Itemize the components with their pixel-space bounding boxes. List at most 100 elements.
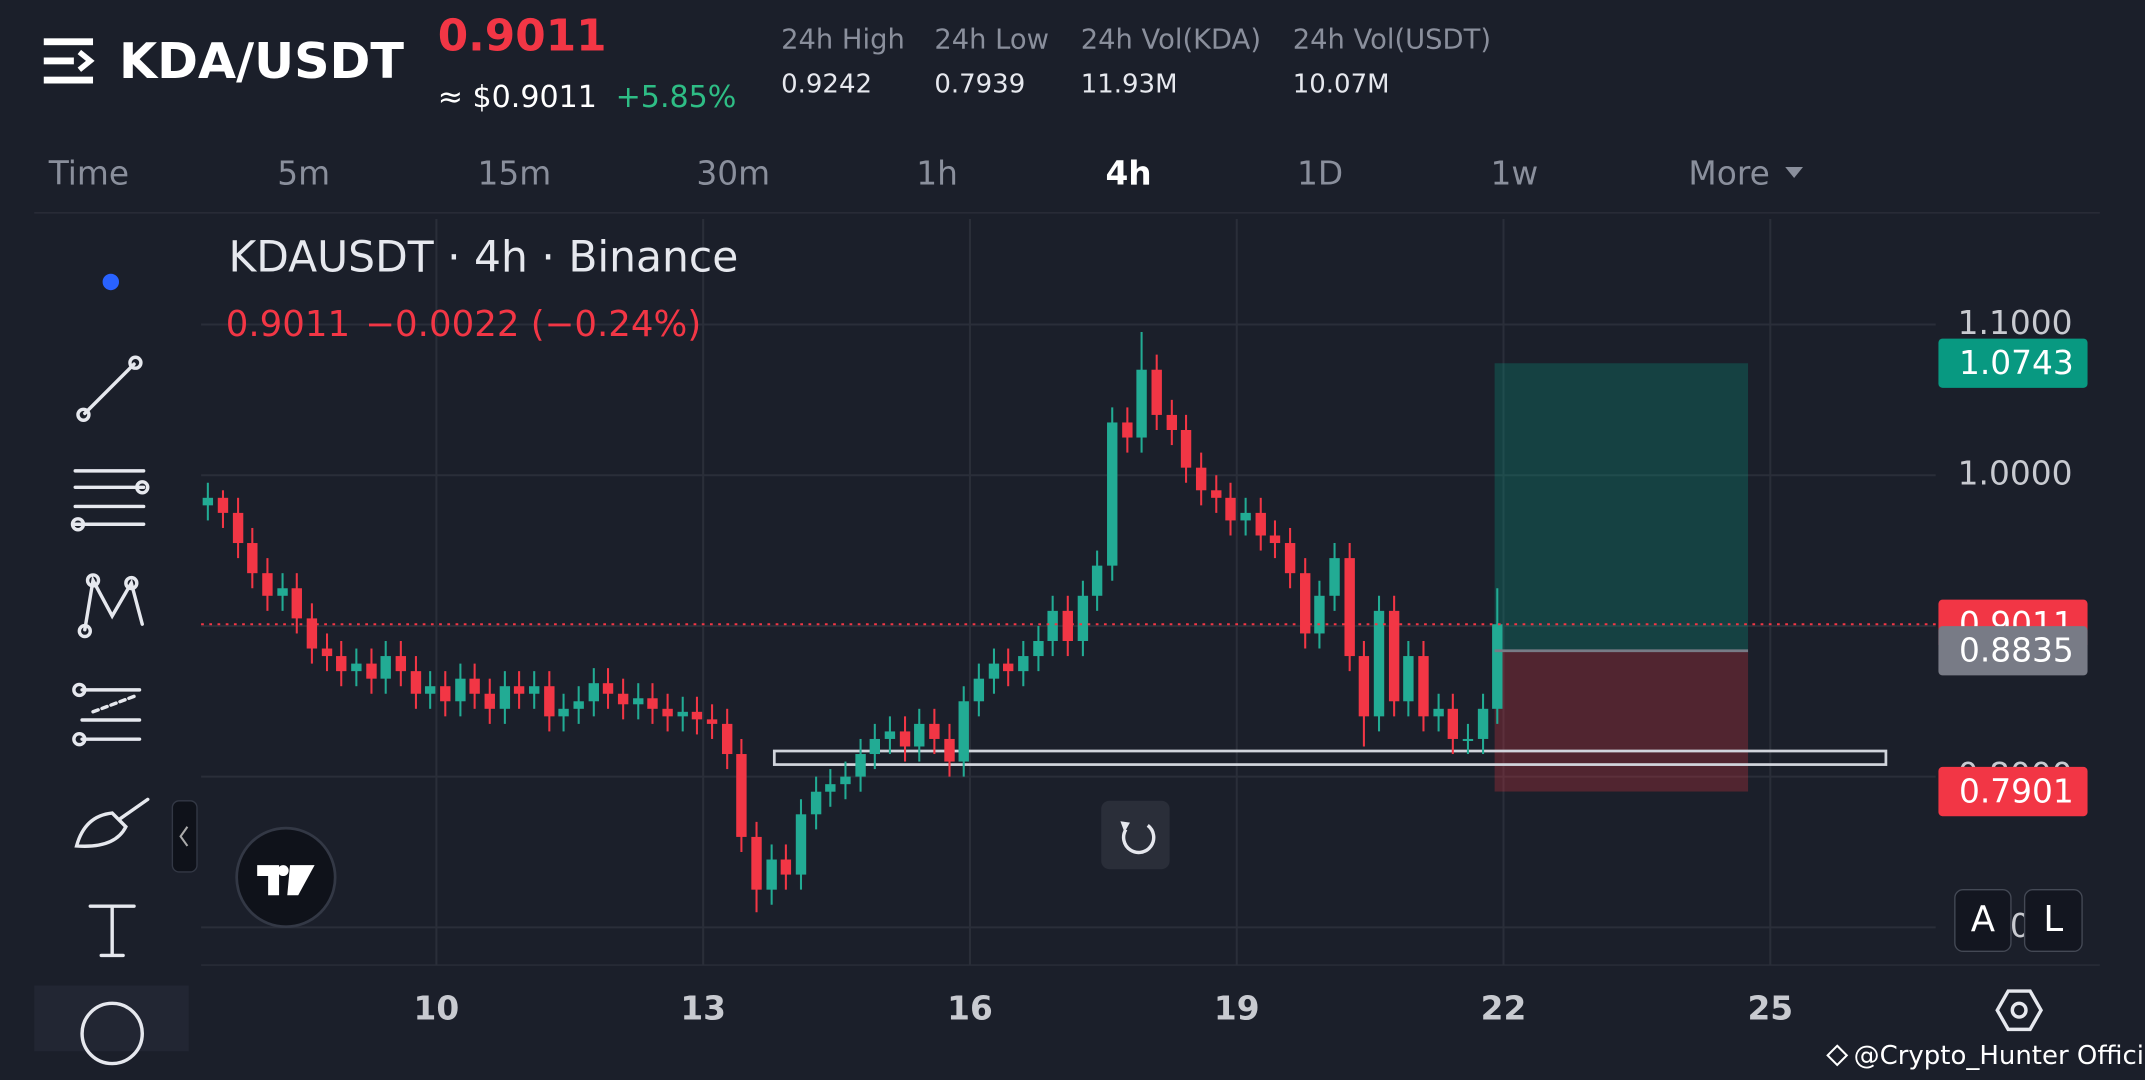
candle-body [380,656,391,679]
price: 0.9011 [438,10,607,61]
candle-body [1447,708,1459,739]
timeframe[interactable]: 15m [477,155,551,193]
fib-tool[interactable] [70,469,150,532]
collapse-tab[interactable] [171,800,198,873]
target-zone [1494,363,1749,651]
x-tick-label: 13 [680,990,726,1028]
legend-change: −0.0022 (−0.24%) [365,304,701,345]
stop-zone [1494,650,1749,792]
timeframe[interactable]: Time [48,155,129,193]
candle-body [973,678,985,702]
pair: KDA/USDT [119,32,404,90]
candle-body [1358,656,1370,717]
candle-body [1403,656,1414,702]
candle-body [469,678,480,694]
candle-body [869,738,881,755]
button-label: A [1971,899,1996,940]
candle-body [513,686,525,694]
candle-body [1047,610,1058,641]
candle-body [544,686,555,717]
candle-body [662,708,673,717]
candle-body [202,497,214,506]
candle-body [351,663,362,672]
chart: 1013161922250.70000.80000.90001.00001.10… [201,219,2100,1028]
candle-body [321,648,333,657]
candle-body [721,723,733,755]
candle-body [1225,497,1236,521]
candle-body [455,678,466,702]
brush-tool[interactable] [74,797,150,848]
candle-body [825,784,836,792]
timeframe[interactable]: 1w [1490,155,1538,193]
auto-scale-button[interactable] [1954,889,2012,953]
candle-body [602,683,614,694]
candle-body [247,543,258,574]
timeframe[interactable]: 1D [1297,155,1343,193]
candle-body [884,731,896,739]
candle-body [558,708,569,717]
candle-body [944,738,955,762]
candle-body [1388,610,1400,702]
candle-body [262,573,273,596]
candle-body [232,512,244,544]
color-dot[interactable] [102,273,120,291]
menu-icon[interactable] [43,38,95,84]
candle-body [1329,558,1340,596]
timeframe[interactable]: More [1688,155,1769,193]
candle-body [988,663,1000,679]
stat-value: 0.9242 [781,69,872,99]
candle-body [1122,422,1133,438]
candle-body [691,711,703,720]
timeframe[interactable]: 1h [916,155,958,193]
log-scale-button[interactable] [2023,889,2083,953]
candle-body [306,618,318,649]
candle-body [1195,467,1207,491]
candle-body [1107,422,1118,566]
forecast-tool[interactable] [72,682,142,747]
y-tick-label: 1.0000 [1958,455,2073,493]
candle-body [573,701,584,709]
candle-body [617,693,629,705]
candle-body [736,754,747,837]
candle-body [810,791,822,815]
settings-icon[interactable] [1995,989,2044,1032]
price-tag-label: 0.7901 [1959,772,2074,810]
candle-body [1077,595,1089,641]
tv-logo [235,826,337,929]
trend-line-tool[interactable] [76,355,143,422]
candle-body [855,754,866,777]
candle-body [958,701,969,762]
pattern-tool[interactable] [77,573,144,639]
candle-body [499,686,511,709]
candle-body [1240,512,1251,521]
stat-value: 0.7939 [934,69,1025,99]
timeframe[interactable]: 30m [696,155,770,193]
candle-body [1418,656,1429,717]
candle-body [795,814,807,875]
text-tool[interactable] [88,904,136,958]
timeframe[interactable]: 5m [277,155,330,193]
y-tick-label: 1.1000 [1958,304,2073,342]
candle-body [1166,414,1178,431]
candle-body [424,686,436,694]
stat-label: 24h Low [934,25,1049,56]
candle-body [706,719,718,724]
candle-body [751,836,762,890]
stat-value: 11.93M [1081,69,1178,99]
candle-body [1255,512,1266,536]
candle-body [677,711,688,717]
candle-body [780,859,792,875]
candle-body [1433,708,1444,717]
candle-body [1477,708,1489,739]
candle-body [395,656,407,672]
candle-body [929,723,940,739]
candle-body [1018,656,1029,672]
timeframe[interactable]: 4h [1105,155,1151,193]
candle-body [914,723,925,747]
x-tick-label: 16 [947,990,993,1028]
stat-value: 10.07M [1293,69,1390,99]
reset-button[interactable] [1101,800,1170,870]
candle-body [1314,595,1325,634]
candle-body [1344,558,1355,657]
